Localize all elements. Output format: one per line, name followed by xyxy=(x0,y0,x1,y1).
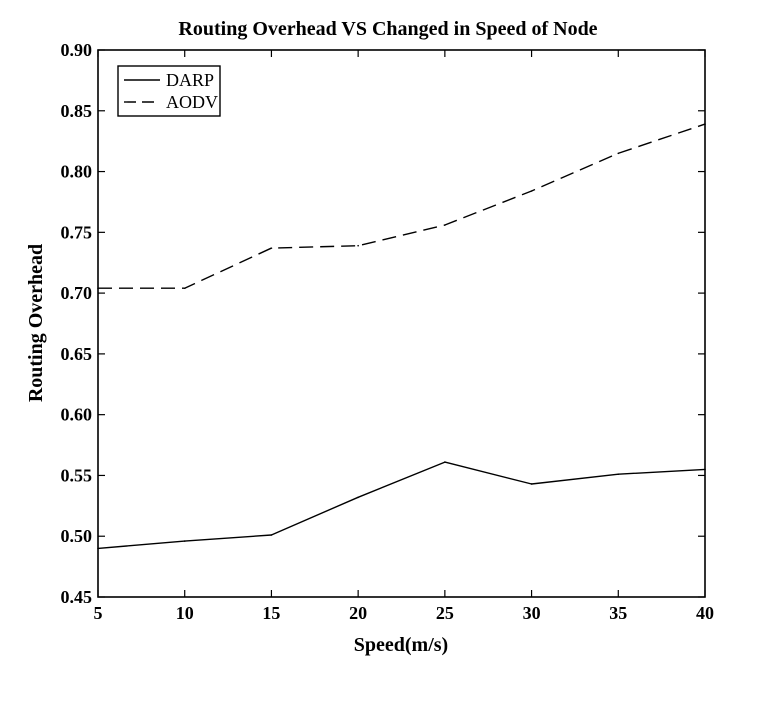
data-point-aodv xyxy=(357,244,359,247)
x-tick-label: 5 xyxy=(94,603,103,623)
data-point-aodv xyxy=(530,190,533,192)
data-point-aodv xyxy=(183,287,186,290)
x-tick-label: 15 xyxy=(262,603,280,623)
data-point-darp xyxy=(617,473,620,476)
x-axis: 5 10 15 20 25 30 35 40 xyxy=(94,50,714,623)
data-point-darp xyxy=(357,496,359,499)
x-tick-label: 25 xyxy=(436,603,454,623)
x-tick-label: 35 xyxy=(609,603,627,623)
y-axis-label: Routing Overhead xyxy=(25,244,47,402)
data-point-darp xyxy=(530,483,533,485)
data-point-darp xyxy=(183,540,186,542)
y-axis: 0.45 0.50 0.55 0.60 0.65 0.70 0.75 0.80 0.85 0.90 xyxy=(61,40,705,607)
x-tick-label: 30 xyxy=(523,603,541,623)
legend-label-darp: DARP xyxy=(166,70,214,90)
y-tick-label: 0.70 xyxy=(61,283,93,303)
series-line-aodv xyxy=(98,123,706,289)
y-tick-label: 0.60 xyxy=(61,405,93,425)
y-tick-label: 0.45 xyxy=(61,587,93,607)
y-tick-label: 0.80 xyxy=(61,162,93,182)
data-point-aodv xyxy=(704,123,706,125)
data-point-darp xyxy=(704,468,706,471)
data-point-darp xyxy=(97,547,99,550)
series-line-darp xyxy=(97,461,706,550)
data-point-aodv xyxy=(617,152,620,155)
plot-area-frame xyxy=(97,49,706,598)
y-tick-label: 0.50 xyxy=(61,526,93,546)
y-tick-label: 0.65 xyxy=(61,344,93,364)
y-tick-label: 0.75 xyxy=(61,222,93,242)
data-point-darp xyxy=(444,461,446,463)
y-tick-label: 0.55 xyxy=(61,465,93,485)
legend-box xyxy=(117,65,221,117)
y-tick-label: 0.90 xyxy=(61,40,93,60)
data-series xyxy=(97,123,706,550)
x-tick-label: 10 xyxy=(176,603,194,623)
chart-title: Routing Overhead VS Changed in Speed of … xyxy=(178,18,597,40)
data-point-aodv xyxy=(270,247,273,249)
x-tick-label: 20 xyxy=(349,603,367,623)
data-point-darp xyxy=(270,534,273,536)
data-point-aodv xyxy=(444,224,446,226)
x-tick-label: 40 xyxy=(696,603,714,623)
legend-label-aodv: AODV xyxy=(166,92,218,112)
data-point-aodv xyxy=(97,287,99,290)
y-tick-label: 0.85 xyxy=(61,101,93,121)
x-axis-label: Speed(m/s) xyxy=(354,634,448,656)
